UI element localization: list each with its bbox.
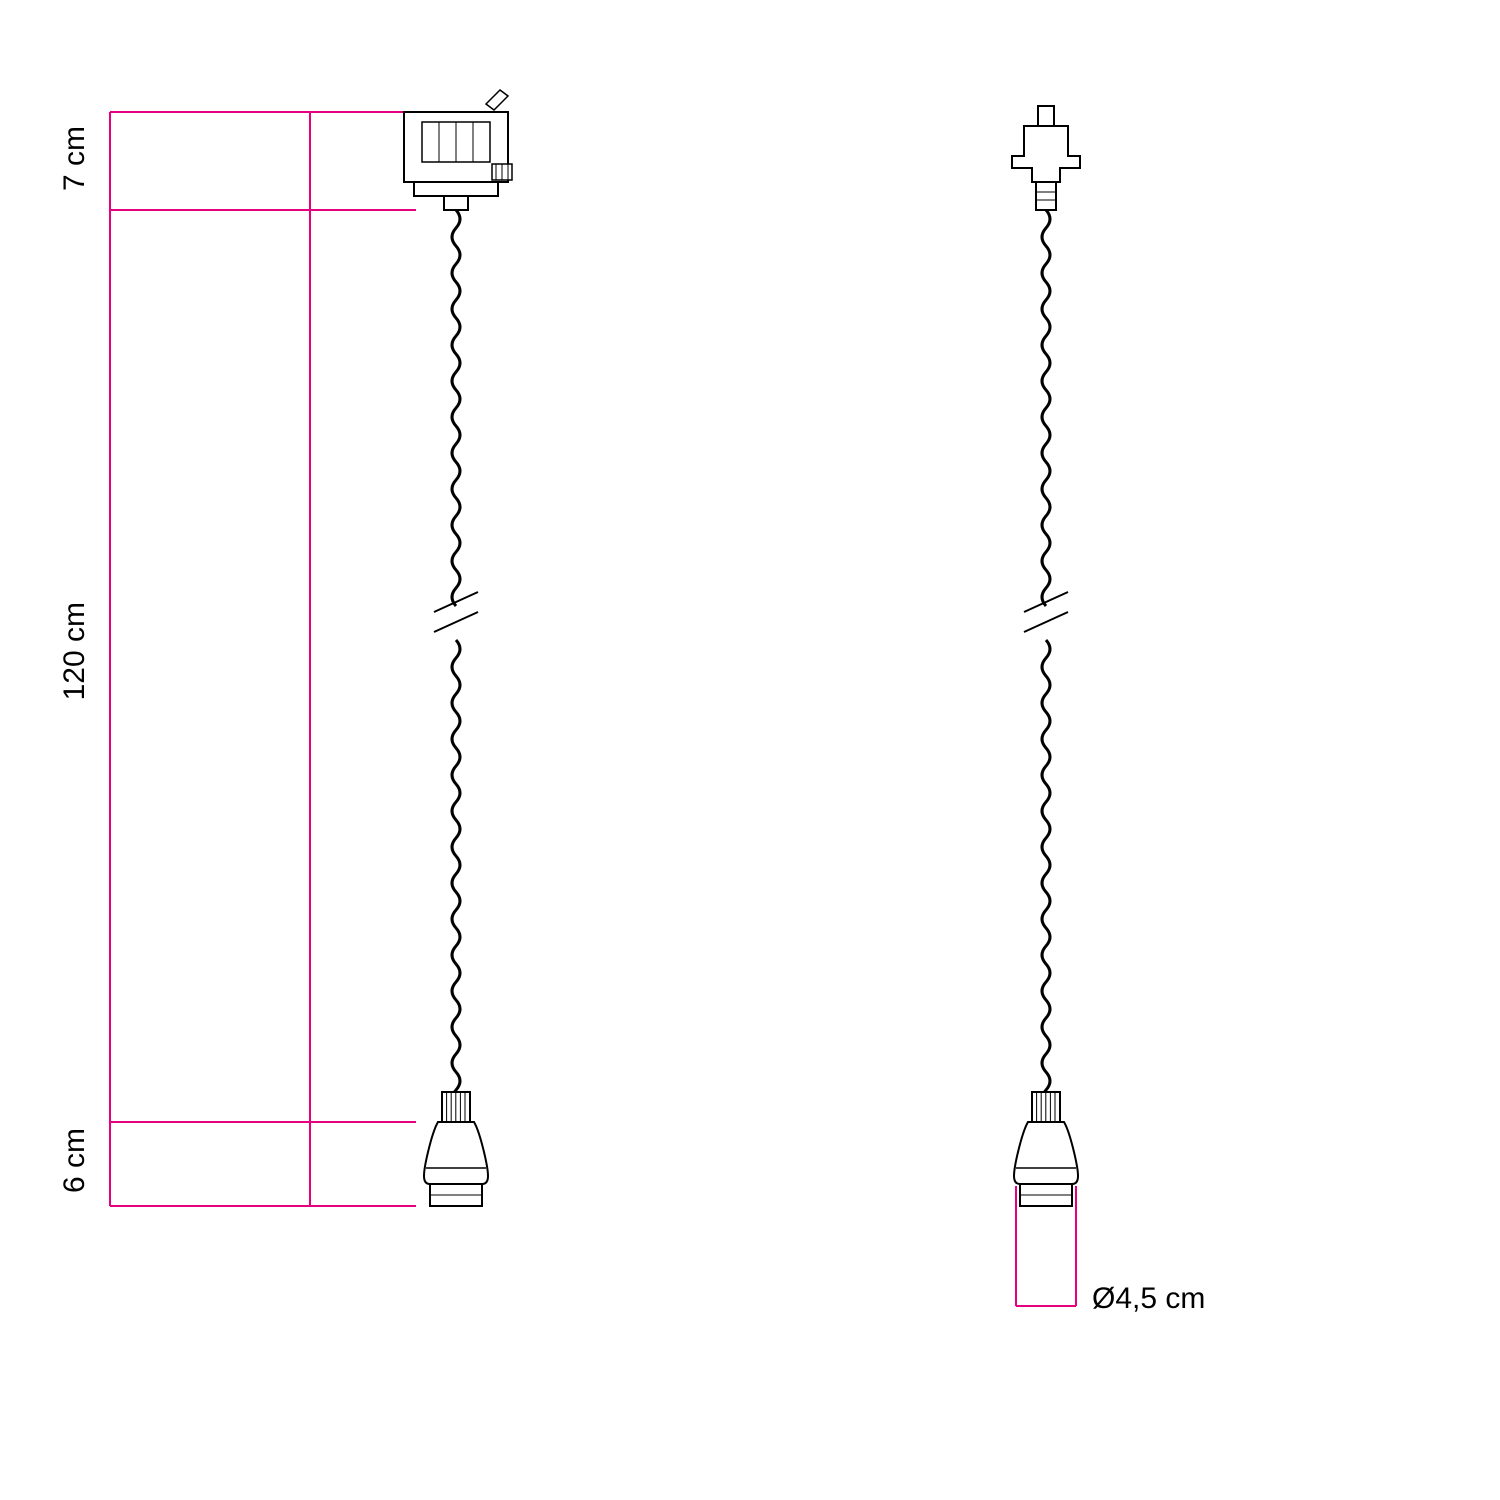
dim-label-adapter: 7 cm: [58, 126, 92, 191]
dim-label-cable: 120 cm: [58, 602, 92, 700]
dim-label-diameter: Ø4,5 cm: [1092, 1282, 1205, 1316]
dim-label-socket: 6 cm: [58, 1128, 92, 1193]
